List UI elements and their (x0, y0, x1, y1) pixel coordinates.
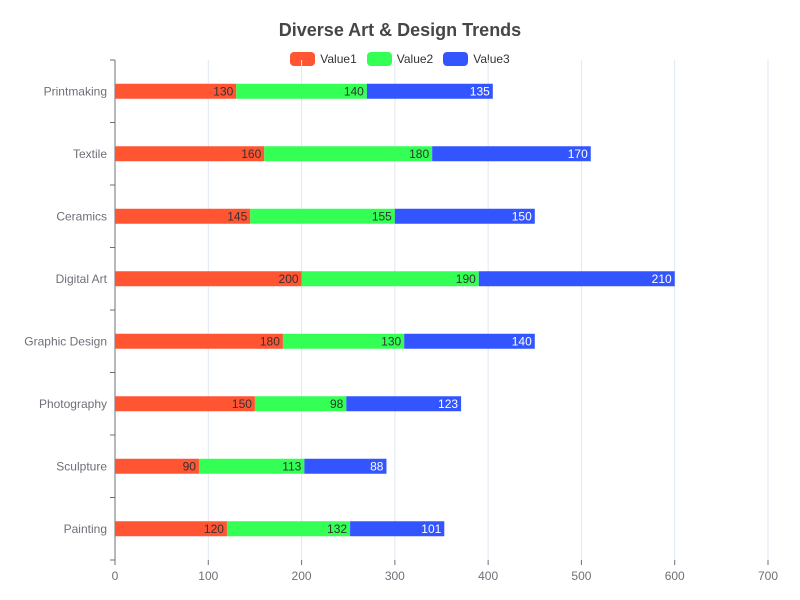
data-label: 132 (327, 522, 347, 536)
data-label: 130 (213, 84, 233, 98)
legend-swatch (443, 52, 469, 66)
data-label: 210 (652, 272, 672, 286)
bar-value3 (350, 521, 445, 537)
legend: Value1 Value2 Value3 (0, 52, 800, 66)
bar-value3 (346, 396, 462, 412)
bar-value1 (115, 146, 265, 162)
legend-item[interactable]: Value1 (290, 52, 357, 66)
bar-value3 (404, 333, 535, 349)
y-tick-label: Digital Art (56, 272, 108, 286)
x-tick-label: 700 (758, 569, 778, 583)
data-label: 155 (372, 209, 392, 223)
bar-value3 (366, 83, 493, 99)
x-tick-label: 300 (385, 569, 405, 583)
bar-value2 (301, 271, 479, 287)
bar-value2 (250, 208, 395, 224)
y-tick-label: Printmaking (44, 84, 107, 98)
legend-label: Value3 (473, 52, 510, 66)
data-label: 190 (456, 272, 476, 286)
data-label: 150 (232, 397, 252, 411)
x-tick-label: 500 (571, 569, 591, 583)
y-tick-label: Painting (64, 522, 107, 536)
bar-value3 (478, 271, 675, 287)
x-tick-label: 100 (198, 569, 218, 583)
legend-label: Value2 (396, 52, 434, 66)
bar-value2 (226, 521, 351, 537)
bar-value3 (394, 208, 535, 224)
bar-value1 (115, 458, 199, 474)
data-label: 200 (279, 272, 299, 286)
bar-value1 (115, 271, 302, 287)
data-label: 140 (512, 334, 532, 348)
data-label: 145 (227, 209, 247, 223)
bar-value1 (115, 333, 283, 349)
bar-value2 (254, 396, 347, 412)
legend-label: Value1 (320, 52, 357, 66)
bar-value2 (282, 333, 405, 349)
data-label: 113 (282, 459, 301, 473)
x-tick-label: 200 (292, 569, 312, 583)
bar-value1 (115, 521, 227, 537)
bar-value3 (432, 146, 591, 162)
data-label: 150 (512, 209, 532, 223)
y-tick-label: Photography (39, 397, 107, 411)
data-label: 170 (568, 147, 588, 161)
chart-title: Diverse Art & Design Trends (278, 20, 522, 40)
legend-swatch (366, 52, 392, 66)
bar-value1 (115, 208, 251, 224)
data-label: 180 (409, 147, 429, 161)
bar-value1 (115, 396, 255, 412)
bar-value2 (236, 83, 367, 99)
data-label: 98 (330, 397, 344, 411)
data-label: 88 (370, 459, 384, 473)
data-label: 135 (470, 84, 490, 98)
data-label: 120 (204, 522, 224, 536)
y-tick-label: Ceramics (56, 209, 107, 223)
legend-item[interactable]: Value2 (366, 52, 434, 66)
data-label: 123 (438, 397, 458, 411)
bar-value1 (115, 83, 237, 99)
x-tick-label: 400 (478, 569, 498, 583)
y-tick-label: Graphic Design (24, 334, 107, 348)
legend-swatch (290, 52, 316, 66)
data-label: 101 (421, 522, 441, 536)
y-tick-label: Sculpture (56, 459, 107, 473)
data-label: 140 (344, 84, 364, 98)
data-label: 90 (183, 459, 197, 473)
legend-item[interactable]: Value3 (443, 52, 510, 66)
x-tick-label: 600 (665, 569, 685, 583)
bar-value2 (198, 458, 305, 474)
y-tick-label: Textile (73, 147, 107, 161)
data-label: 160 (241, 147, 261, 161)
data-label: 180 (260, 334, 280, 348)
bar-value2 (264, 146, 433, 162)
data-label: 130 (381, 334, 401, 348)
x-tick-label: 0 (112, 569, 119, 583)
bar-value3 (304, 458, 387, 474)
